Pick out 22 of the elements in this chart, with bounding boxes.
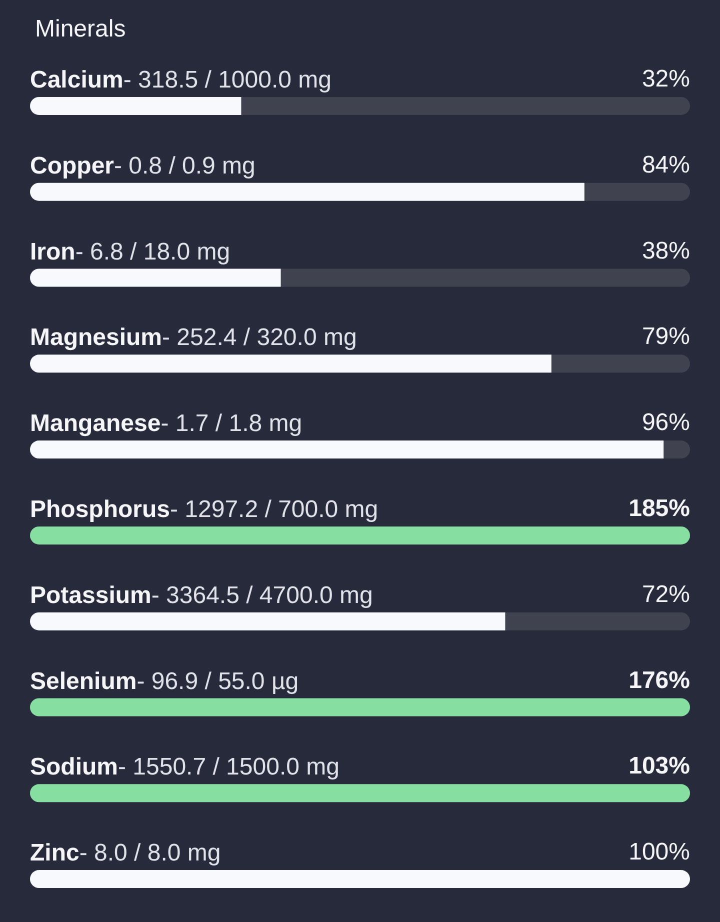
annotation: 185% [628,494,690,522]
y-tick-label: Calcium- 318.5 / 1000.0 mg [30,66,332,94]
data-label: 96% [642,409,690,436]
y-tick-label: Iron- 6.8 / 18.0 mg [30,238,230,266]
data-label: 38% [642,237,690,264]
annotation: 103% [628,752,690,780]
y-tick-label: Potassium- 3364.5 / 4700.0 mg [30,582,373,609]
data-label: 79% [642,323,690,350]
y-tick-label: Zinc- 8.0 / 8.0 mg [30,840,221,867]
chart-title: Minerals [35,16,126,42]
data-label: 72% [642,580,690,608]
y-tick-label: Copper- 0.8 / 0.9 mg [30,152,256,180]
data-label: 32% [642,65,690,92]
data-label: 84% [642,151,690,178]
y-tick-label: Selenium- 96.9 / 55.0 µg [30,668,299,695]
y-tick-label: Sodium- 1550.7 / 1500.0 mg [30,754,340,781]
y-tick-label: Manganese- 1.7 / 1.8 mg [30,410,302,438]
y-tick-label: Phosphorus- 1297.2 / 700.0 mg [30,496,378,523]
y-tick-label: Magnesium- 252.4 / 320.0 mg [30,324,357,352]
annotation: 176% [628,666,690,694]
bar [30,96,242,115]
data-label: 100% [628,838,690,866]
